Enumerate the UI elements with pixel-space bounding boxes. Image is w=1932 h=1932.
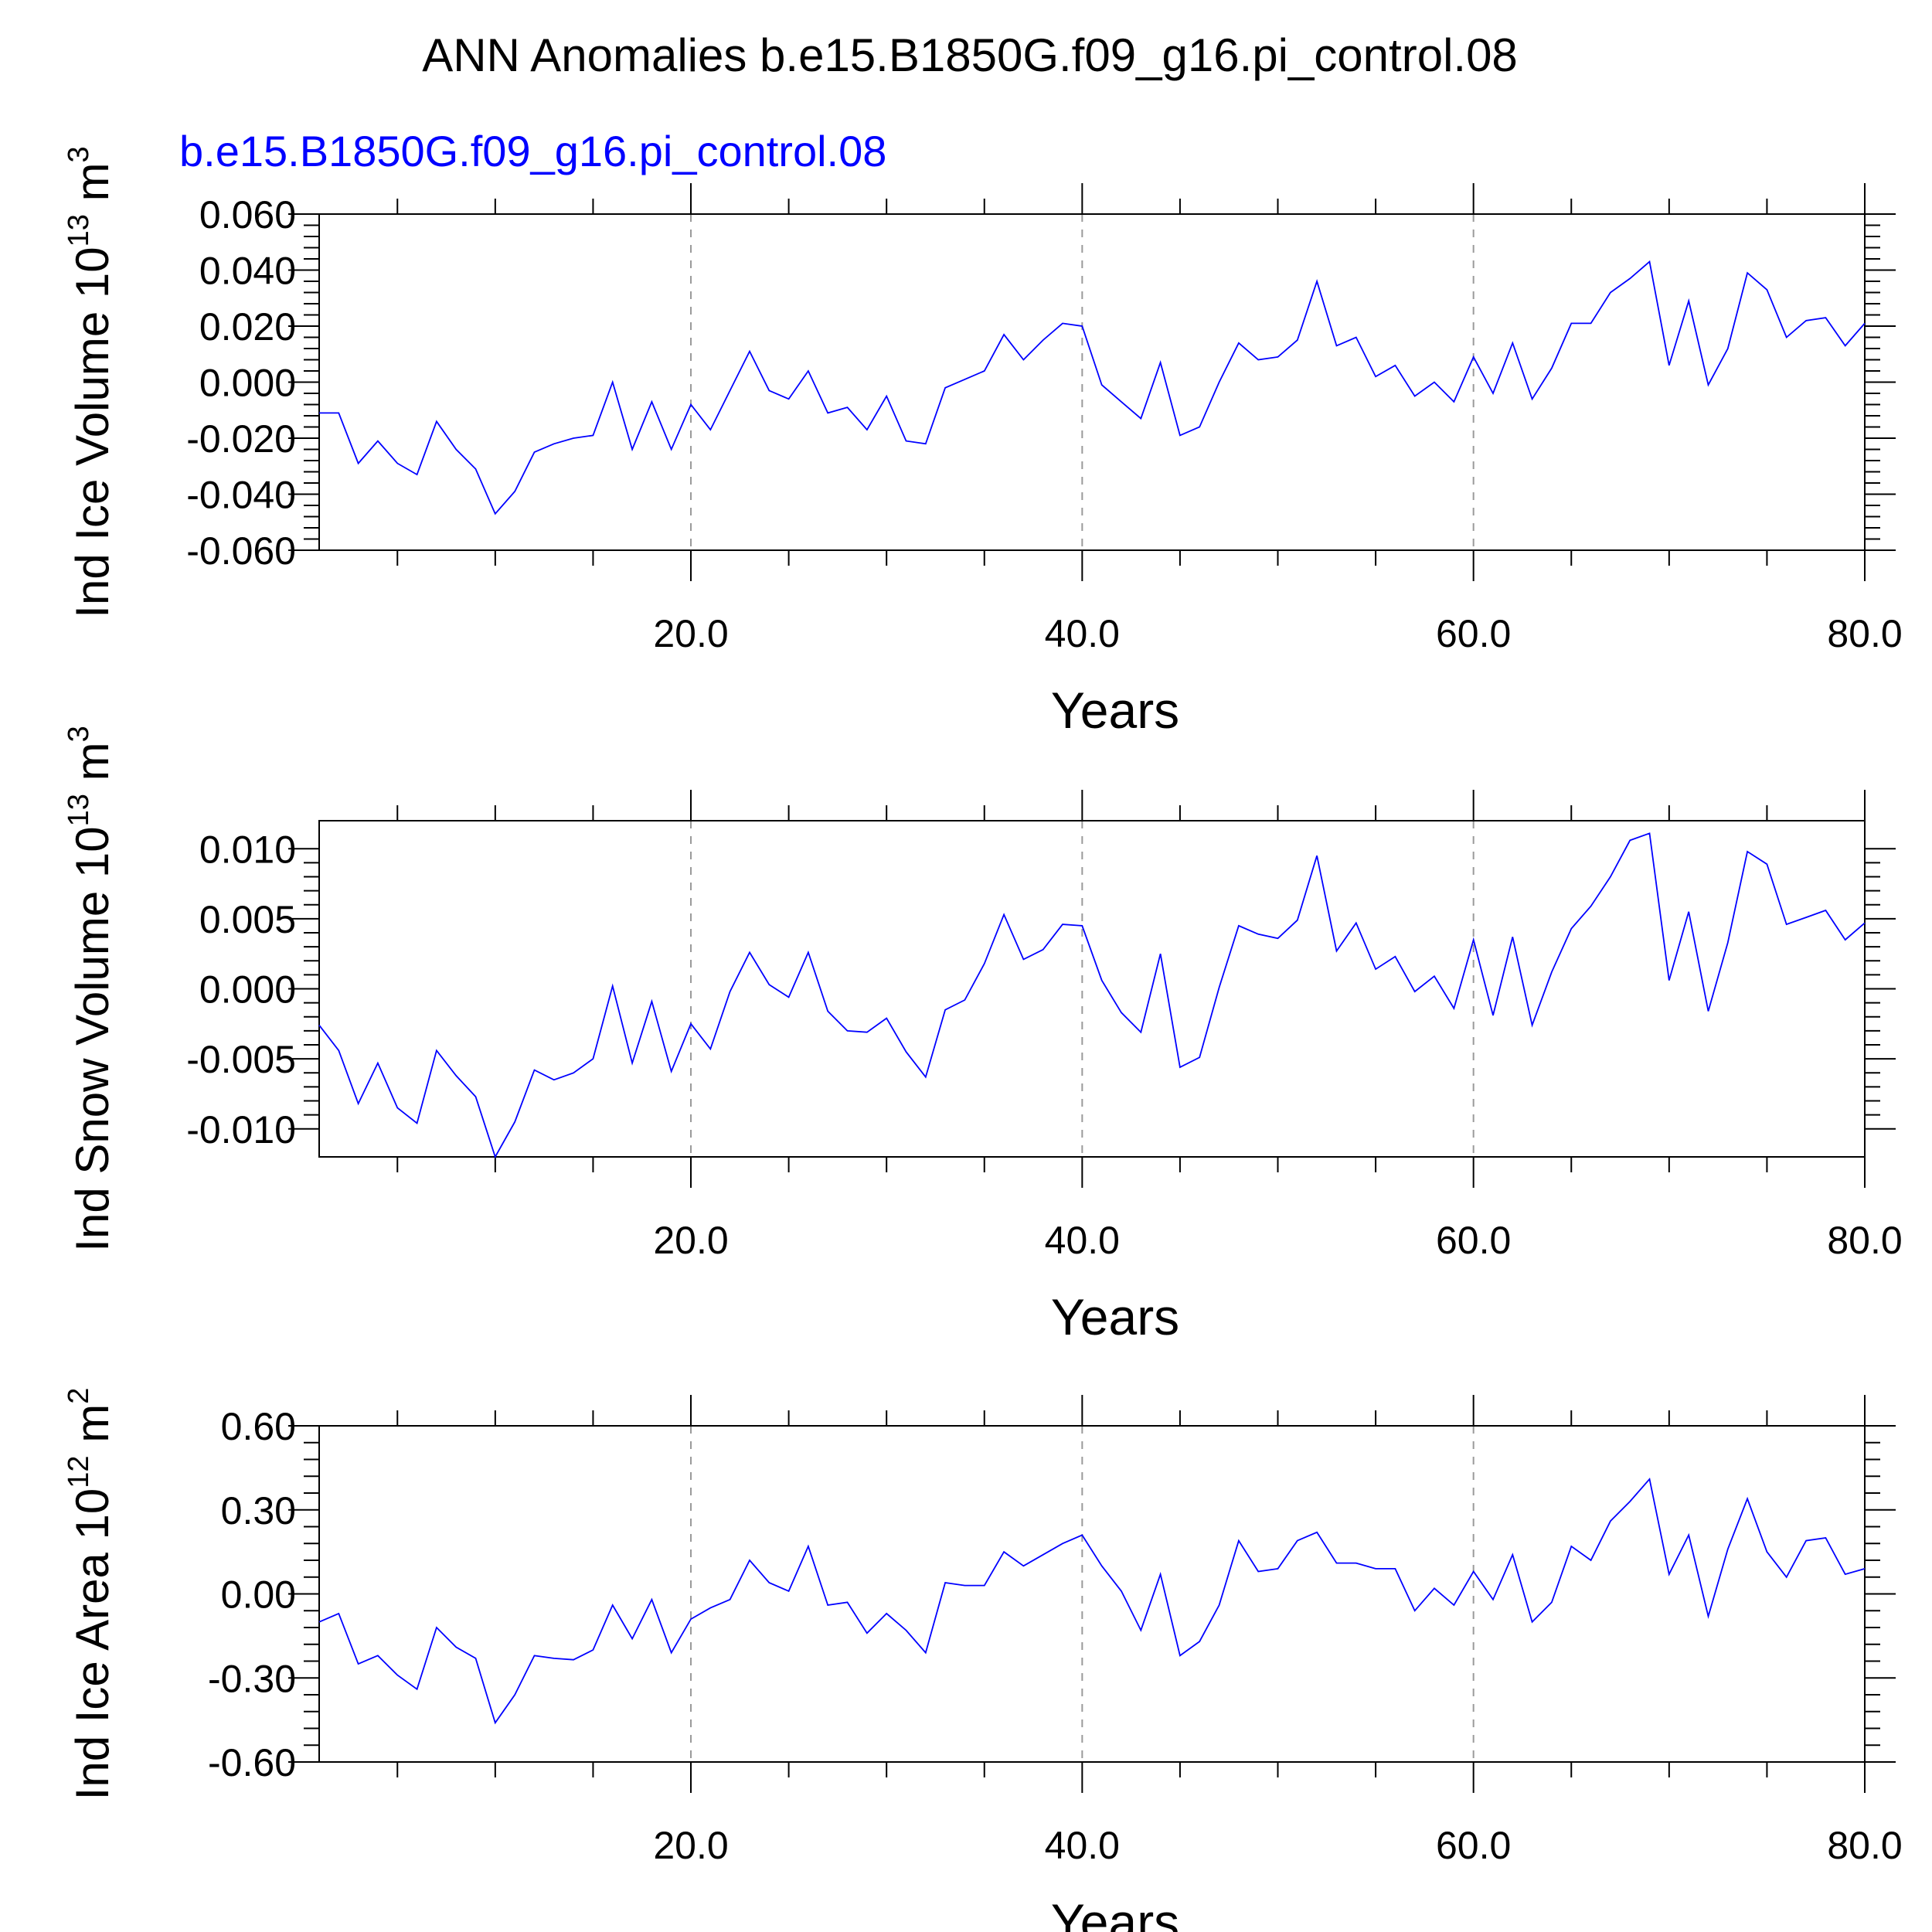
y-axis-title-superscript: 12 [63,1455,95,1488]
plot-frame [318,213,1866,551]
chart-subtitle: b.e15.B1850G.f09_g16.pi_control.08 [179,127,886,175]
y-tick-label: -0.005 [186,1038,296,1081]
x-axis-title: Years [1051,682,1179,739]
plot-frame [318,820,1866,1158]
y-axis-title: Ind Snow Volume 1013 m3 [63,726,118,1251]
y-axis-title: Ind Ice Area 1012 m2 [63,1388,118,1801]
x-tick-label: 80.0 [1827,612,1902,655]
y-tick-label: 0.020 [199,305,296,349]
chart-title: ANN Anomalies b.e15.B1850G.f09_g16.pi_co… [422,29,1518,81]
x-tick-label: 80.0 [1827,1824,1902,1867]
y-tick-label: 0.00 [221,1573,296,1617]
y-tick-label: 0.060 [199,193,296,236]
x-tick-label: 60.0 [1436,612,1511,655]
y-axis-title-superscript: 3 [63,726,95,742]
x-tick-label: 40.0 [1045,1824,1120,1867]
x-tick-label: 20.0 [653,1219,728,1262]
x-tick-label: 20.0 [653,612,728,655]
y-axis-title-part: m [66,1404,118,1456]
y-tick-label: 0.000 [199,362,296,405]
series-line [318,1477,1866,1725]
x-tick-label: 60.0 [1436,1219,1511,1262]
y-tick-label: 0.000 [199,968,296,1012]
x-axis-title: Years [1051,1288,1179,1345]
y-tick-label: 0.040 [199,250,296,293]
y-axis-title: Ind Ice Volume 1013 m3 [63,146,118,617]
y-axis-title-part: Ind Ice Area 10 [66,1488,118,1801]
x-axis-title: Years [1051,1893,1179,1932]
y-tick-label: 0.30 [221,1489,296,1532]
series-line [318,832,1866,1159]
y-tick-label: 0.005 [199,898,296,941]
y-tick-label: -0.060 [186,529,296,573]
y-axis-title-part: Ind Ice Volume 10 [66,247,118,617]
y-axis-title-superscript: 3 [63,146,95,162]
y-tick-label: 0.60 [221,1405,296,1448]
x-tick-label: 40.0 [1045,1219,1120,1262]
x-tick-label: 40.0 [1045,612,1120,655]
x-tick-label: 20.0 [653,1824,728,1867]
y-tick-label: 0.010 [199,828,296,871]
panel-3: 20.0 40.0 60.0 80.0 -0.60 -0.30 0.00 0.30 0.60 Ye… [63,1388,1903,1932]
y-tick-label: -0.60 [208,1741,296,1784]
y-axis-title-part: m [66,162,118,214]
y-tick-label: -0.30 [208,1657,296,1700]
panel-2: 20.0 40.0 60.0 80.0 -0.010 -0.005 0.000 0.005 0.… [63,726,1903,1345]
series-line [319,260,1866,515]
x-tick-label: 60.0 [1436,1824,1511,1867]
y-tick-label: -0.020 [186,417,296,461]
panels-group: 20.0 40.0 60.0 80.0 -0.060 -0.040 -0.020 0.000 0… [63,146,1903,1932]
plot-frame [318,1425,1866,1763]
panel-1: 20.0 40.0 60.0 80.0 -0.060 -0.040 -0.020 0.000 0… [63,146,1903,739]
y-axis-title-part: m [66,742,118,794]
y-tick-label: -0.010 [186,1108,296,1151]
y-axis-title-superscript: 2 [63,1388,95,1404]
y-axis-title-part: Ind Snow Volume 10 [66,826,118,1251]
x-tick-label: 80.0 [1827,1219,1902,1262]
y-axis-title-superscript: 13 [63,214,95,247]
y-tick-label: -0.040 [186,474,296,517]
y-axis-title-superscript: 13 [63,794,95,826]
